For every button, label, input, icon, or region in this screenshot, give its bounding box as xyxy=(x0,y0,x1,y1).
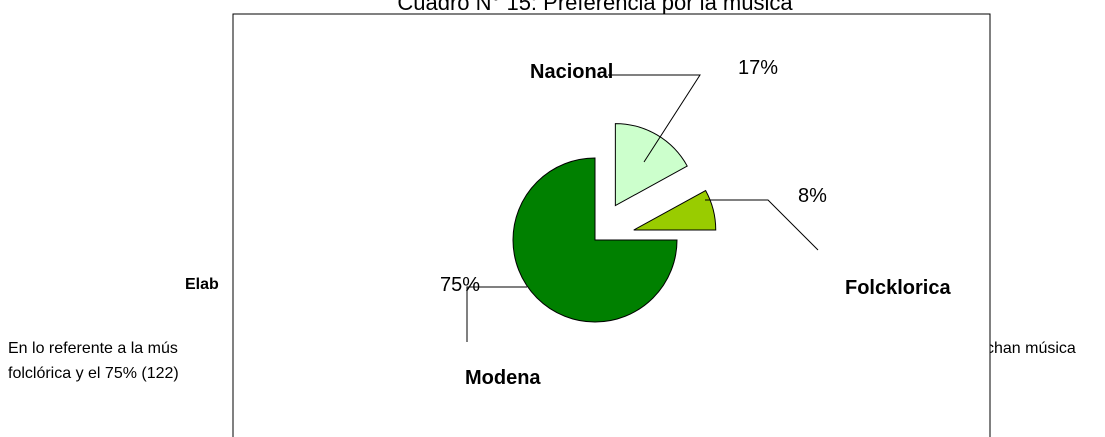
doc-text: chan música xyxy=(986,340,1076,357)
pie-slice xyxy=(614,123,688,207)
value-label: 75% xyxy=(440,274,480,296)
pie xyxy=(512,123,717,323)
doc-text: Elab xyxy=(185,276,219,293)
chart-title: Cuadro N° 15: Preferencia por la música xyxy=(397,0,793,15)
category-label: Nacional xyxy=(530,61,613,83)
pie-slice xyxy=(512,157,678,323)
leader-line xyxy=(705,199,819,251)
doc-text: En lo referente a la mús xyxy=(8,340,178,357)
category-label: Modena xyxy=(465,367,541,389)
value-label: 8% xyxy=(798,185,827,207)
pie-slice xyxy=(633,189,717,231)
doc-text: folclórica y el 75% (122) xyxy=(8,365,179,382)
chart-frame xyxy=(232,13,991,437)
category-label: Folcklorica xyxy=(845,277,951,299)
leader-line xyxy=(466,286,527,342)
value-label: 17% xyxy=(738,57,778,79)
leader-line xyxy=(608,74,701,163)
